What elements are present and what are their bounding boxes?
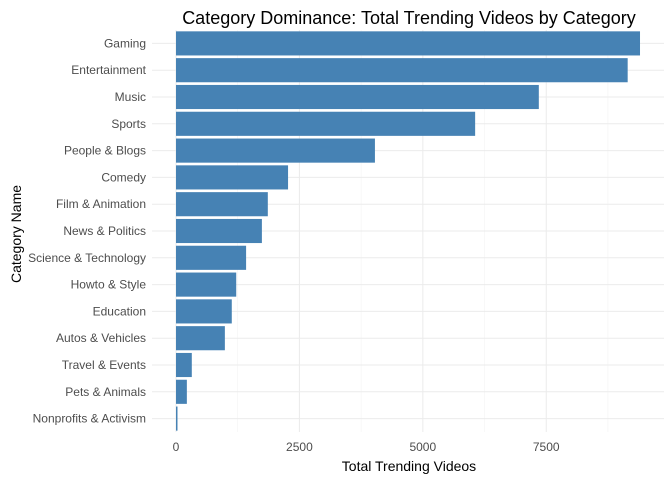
x-tick-label: 7500 <box>533 440 560 454</box>
bar <box>176 352 192 378</box>
bar <box>176 272 237 297</box>
x-tick-label: 2500 <box>286 440 313 454</box>
bar <box>176 218 262 244</box>
category-tick-label: People & Blogs <box>64 144 146 158</box>
category-tick-label: Gaming <box>104 36 146 50</box>
bar <box>176 192 268 217</box>
x-tick-labels: 0 2500 5000 7500 <box>173 440 560 454</box>
category-tick-label: Film & Animation <box>56 197 146 211</box>
x-tick-label: 5000 <box>409 440 436 454</box>
category-labels: Gaming Entertainment Music Sports People & B… <box>28 36 147 425</box>
bar <box>176 245 247 270</box>
category-tick-label: Howto & Style <box>71 278 147 292</box>
category-tick-label: Travel & Events <box>62 358 146 372</box>
bar <box>176 379 187 404</box>
bar <box>176 84 539 110</box>
category-tick-label: Autos & Vehicles <box>56 331 146 345</box>
category-tick-label: Pets & Animals <box>65 385 146 399</box>
category-tick-label: Nonprofits & Activism <box>33 412 146 426</box>
bar <box>176 406 178 431</box>
bar <box>176 299 232 324</box>
category-tick-label: Music <box>115 90 146 104</box>
y-axis-title: Category Name <box>8 185 24 283</box>
chart-title: Category Dominance: Total Trending Video… <box>182 8 636 28</box>
x-tick-label: 0 <box>173 440 180 454</box>
category-tick-label: News & Politics <box>63 224 146 238</box>
bars <box>176 31 641 431</box>
category-tick-label: Education <box>93 304 146 318</box>
category-tick-label: Science & Technology <box>28 251 146 265</box>
category-tick-label: Sports <box>111 117 146 131</box>
bar <box>176 326 225 351</box>
category-tick-label: Entertainment <box>71 63 146 77</box>
bar <box>176 138 375 163</box>
x-axis-title: Total Trending Videos <box>342 458 476 474</box>
category-tick-label: Comedy <box>101 170 146 184</box>
bar <box>176 111 476 136</box>
bar <box>176 58 628 83</box>
bar <box>176 165 289 190</box>
bar <box>176 31 641 56</box>
